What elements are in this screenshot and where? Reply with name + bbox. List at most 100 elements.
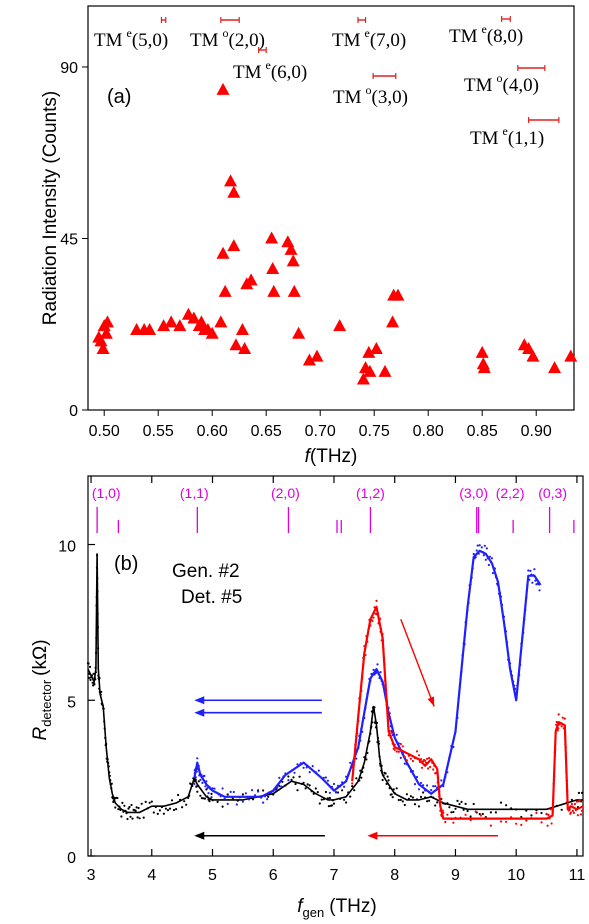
series-red-dot xyxy=(352,765,355,768)
series-black-dot xyxy=(362,766,365,769)
series-blue-dot xyxy=(493,567,496,570)
series-black-dot xyxy=(359,769,362,772)
series-red-dot xyxy=(382,639,385,642)
series-black-dot xyxy=(411,796,414,799)
series-blue-dot xyxy=(293,771,296,774)
data-point-triangle xyxy=(99,326,113,339)
series-black-dot xyxy=(96,590,99,593)
series-black-dot xyxy=(320,798,323,801)
series-black-dot xyxy=(294,782,297,786)
series-blue-dot xyxy=(464,621,467,624)
series-blue-dot xyxy=(531,581,534,584)
series-blue-dot xyxy=(376,663,379,666)
series-black-dot xyxy=(92,672,95,675)
series-blue-dot xyxy=(490,557,493,560)
series-blue-dot xyxy=(241,800,244,803)
series-blue-dot xyxy=(314,771,317,774)
series-black-dot xyxy=(380,764,383,768)
series-blue-dot xyxy=(194,768,197,771)
series-black-dot xyxy=(209,798,212,801)
series-black-dot xyxy=(241,793,244,796)
series-black-dot xyxy=(472,802,475,806)
series-red-dot xyxy=(557,727,560,730)
series-red-dot xyxy=(384,679,387,683)
data-point-triangle xyxy=(302,353,316,366)
data-point-triangle xyxy=(475,345,489,358)
series-black-dot xyxy=(93,683,96,686)
panel-b-x-axis-label-sub: gen xyxy=(303,905,325,920)
series-black-dot xyxy=(290,778,293,782)
series-blue-dot xyxy=(349,761,352,764)
mode-label-sup: e xyxy=(266,58,271,72)
series-red-dot xyxy=(569,811,573,814)
series-blue-dot xyxy=(476,544,479,547)
series-blue-dot xyxy=(470,576,473,579)
series-blue-dot xyxy=(457,697,460,700)
series-black-dot xyxy=(95,566,98,570)
series-black-dot xyxy=(314,787,317,790)
series-black-dot xyxy=(210,792,213,796)
series-red-dot xyxy=(420,766,424,769)
series-black-dot xyxy=(452,810,455,814)
series-black-dot xyxy=(332,802,336,805)
series-red-dot xyxy=(437,789,440,792)
series-red-dot xyxy=(565,779,568,782)
series-red-dot xyxy=(479,814,482,817)
series-red-dot xyxy=(545,812,548,815)
mode-label-index: (7,0) xyxy=(370,30,406,51)
series-black-dot xyxy=(144,800,147,804)
data-point-triangle xyxy=(391,288,405,301)
series-black-dot xyxy=(109,779,112,782)
series-black-dot xyxy=(126,817,129,821)
series-black-dot xyxy=(140,802,143,805)
series-blue-dot xyxy=(282,775,285,778)
series-black-dot xyxy=(208,800,211,803)
series-blue-dot xyxy=(399,756,402,760)
diagonal-arrow-shaft xyxy=(400,619,435,707)
series-black-dot xyxy=(395,787,398,790)
direction-arrow-head xyxy=(194,708,205,717)
series-black-dot xyxy=(103,720,106,723)
series-red-dot xyxy=(413,756,417,760)
series-blue-dot xyxy=(510,674,514,677)
series-blue-dot xyxy=(450,745,453,748)
series-black-dot xyxy=(347,791,350,794)
series-blue-dot xyxy=(305,766,308,769)
data-point-triangle xyxy=(244,273,258,286)
panel-a-y-axis-label: Radiation Intensity (Counts) xyxy=(40,91,61,325)
series-black-dot xyxy=(343,798,346,801)
series-black-dot xyxy=(99,693,102,696)
series-blue-dot xyxy=(365,698,368,701)
data-point-triangle xyxy=(227,239,241,252)
series-red-dot xyxy=(366,640,369,643)
series-black-dot xyxy=(164,807,167,810)
series-black-dot xyxy=(107,765,110,768)
series-red-dot xyxy=(359,695,362,698)
series-blue-dot xyxy=(264,795,267,798)
series-black-dot xyxy=(251,798,255,801)
series-red-dot xyxy=(380,627,383,631)
data-point-triangle xyxy=(378,364,392,377)
panel-b-series xyxy=(86,544,584,827)
series-blue-dot xyxy=(382,685,385,688)
series-black-dot xyxy=(407,797,410,801)
series-blue-dot xyxy=(424,789,427,792)
panel-b-frame xyxy=(87,475,584,857)
series-blue-dot xyxy=(322,776,325,779)
series-black-dot xyxy=(284,784,287,787)
series-blue-dot xyxy=(330,785,334,789)
mode-label-index: (2,0) xyxy=(229,30,265,51)
series-black-dot xyxy=(162,812,165,815)
series-black-dot xyxy=(183,800,186,803)
series-black-dot xyxy=(108,774,111,778)
series-blue-dot xyxy=(276,786,279,789)
series-black-dot xyxy=(196,790,199,793)
series-black-dot xyxy=(312,792,315,795)
direction-arrow-head xyxy=(194,831,205,840)
series-red-dot xyxy=(375,599,378,603)
series-red-dot xyxy=(454,816,457,820)
series-blue-dot xyxy=(207,792,210,795)
series-black-dot xyxy=(489,811,492,814)
series-blue-dot xyxy=(317,769,320,772)
series-blue-dot xyxy=(484,558,487,561)
